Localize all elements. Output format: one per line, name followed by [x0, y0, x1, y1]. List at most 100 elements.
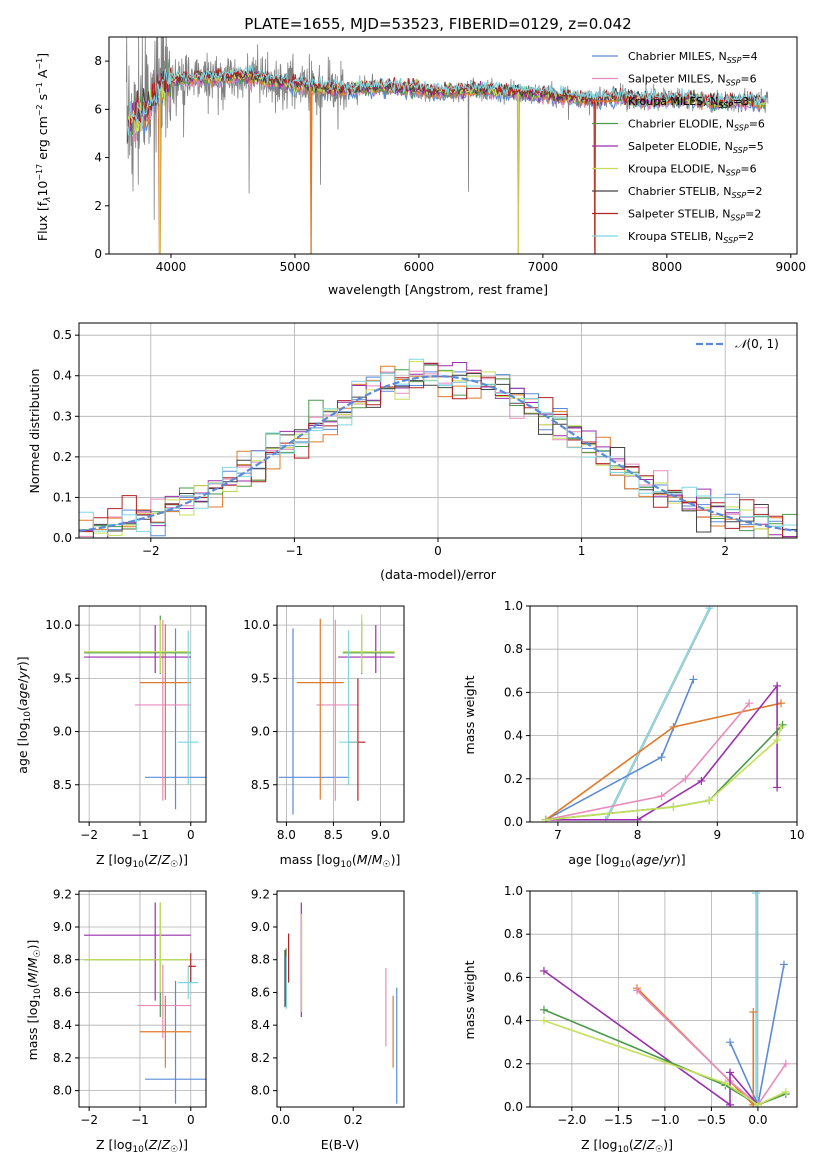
x-tick-label: −1.5	[604, 1113, 633, 1127]
y-tick-label: 8.5	[53, 778, 72, 792]
mass_vs_ebv-frame	[276, 890, 405, 1108]
errorbar-point	[342, 620, 395, 675]
age_vs_mass-frame	[276, 605, 405, 823]
y-tick-label: 9.5	[53, 671, 72, 685]
weight_vs_Z-plot-area	[539, 891, 790, 1107]
y-tick-label: 8.4	[53, 1018, 72, 1032]
legend-entry: Kroupa MILES, NSSP=3	[628, 95, 749, 110]
mZ-ylabel: mass [log10(M/M☉)]	[25, 940, 43, 1061]
errorbar-point	[339, 630, 358, 785]
mass-weight-marker	[773, 735, 782, 744]
x-tick-label: −1	[286, 544, 304, 558]
mass-weight-line	[636, 989, 787, 1106]
y-tick-label: 0.1	[53, 490, 72, 504]
y-tick-label: 8.8	[251, 953, 270, 967]
y-tick-label: 8.2	[251, 1051, 270, 1065]
errorbar-point	[84, 615, 191, 675]
errorbar-point	[316, 619, 359, 801]
mass-weight-marker	[705, 796, 714, 805]
x-tick-label: 7000	[528, 260, 559, 274]
mass_vs_Z-grid	[79, 891, 206, 1107]
histogram-xlabel: (data-model)/error	[380, 567, 497, 582]
weight_vs_Z-frame	[529, 890, 798, 1108]
errorbar-point	[84, 625, 191, 674]
x-tick-label: 8.5	[324, 828, 343, 842]
x-tick-label: −2	[142, 544, 160, 558]
y-tick-label: 2	[94, 199, 102, 213]
y-tick-label: 4	[94, 151, 102, 165]
residual-histogram-step	[79, 358, 797, 538]
mass-weight-marker	[705, 606, 714, 613]
spectrum-panel: 4000 5000 6000 7000 8000 9000 0 2 4 6 8	[94, 36, 806, 274]
x-tick-label: 0.2	[344, 1113, 363, 1127]
mass-weight-marker	[541, 815, 550, 822]
mass_vs_Z-plot-area	[84, 902, 206, 1104]
mass_vs_Z-frame	[78, 890, 207, 1108]
spectrum-frame	[108, 36, 798, 255]
x-tick-label: −2.0	[557, 1113, 586, 1127]
x-tick-label: 0	[187, 828, 195, 842]
mass-weight-marker	[721, 1079, 730, 1088]
mass-weight-marker	[657, 753, 666, 762]
y-tick-label: 8.0	[251, 1084, 270, 1098]
legend-entry: Chabrier ELODIE, NSSP=6	[628, 118, 765, 133]
figure-title: PLATE=1655, MJD=53523, FIBERID=0129, z=0…	[244, 15, 631, 33]
y-tick-label: 0.4	[53, 369, 72, 383]
mass-weight-marker	[669, 802, 678, 811]
errorbar-point	[84, 619, 191, 674]
errorbar-point	[348, 678, 366, 801]
x-tick-label: 6000	[404, 260, 435, 274]
x-tick-label: 10	[789, 828, 804, 842]
ageZ-xlabel: Z [log10(Z/Z☉)]	[96, 852, 188, 870]
y-tick-label: 9.0	[53, 725, 72, 739]
mass-weight-marker	[632, 986, 641, 995]
weight_vs_age-grid	[530, 605, 798, 823]
y-tick-label: 0.2	[504, 1057, 523, 1071]
x-tick-label: 0.0	[748, 1113, 767, 1127]
wAge-xlabel: age [log10(age/yr)]	[568, 852, 685, 870]
spectrum-legend: Chabrier MILES, NSSP=4 Salpeter MILES, NS…	[592, 50, 765, 245]
mass-weight-marker	[773, 783, 782, 792]
x-tick-label: 4000	[156, 260, 187, 274]
age_vs_Z-plot-area	[84, 615, 206, 810]
wZ-xlabel: Z [log10(Z/Z☉)]	[581, 1137, 673, 1155]
histogram-legend-label: 𝒩(0, 1)	[735, 337, 779, 351]
mass-weight-line	[545, 726, 782, 821]
errorbar-point	[338, 625, 395, 674]
legend-entry: Kroupa STELIB, NSSP=2	[628, 230, 754, 245]
y-tick-label: 10.0	[45, 618, 72, 632]
mass-weight-marker	[726, 1068, 735, 1077]
residual-histogram-panel: −2 −1 0 1 2 0.0 0.1 0.2 0.3 0.4 0.5	[53, 322, 798, 558]
mass-weight-line	[543, 1009, 787, 1106]
mass-weight-line	[604, 607, 711, 821]
errorbar-point	[145, 628, 206, 810]
y-tick-label: 8.0	[53, 1084, 72, 1098]
mass-weight-marker	[781, 1087, 790, 1096]
x-tick-label: 0.0	[271, 1113, 290, 1127]
x-tick-label: 0	[434, 544, 442, 558]
mass-weight-marker	[539, 1005, 548, 1014]
mass-weight-marker	[773, 681, 782, 690]
mass-weight-marker	[745, 699, 754, 708]
mass-weight-marker	[726, 1038, 735, 1047]
y-tick-label: 8	[94, 54, 102, 68]
y-tick-label: 0.0	[504, 1100, 523, 1114]
y-tick-label: 9.0	[251, 725, 270, 739]
errorbar-point	[137, 964, 191, 1039]
errorbar-point	[84, 902, 191, 993]
y-tick-label: 9.2	[251, 887, 270, 901]
x-tick-label: 0	[187, 1113, 195, 1127]
x-tick-label: 7	[554, 828, 562, 842]
histogram-ylabel: Normed distribution	[27, 369, 42, 494]
y-tick-label: 8.4	[251, 1018, 270, 1032]
ageZ-ylabel: age [log10(age/yr)]	[15, 656, 33, 773]
mass-weight-line	[729, 964, 785, 1107]
y-tick-label: 10.0	[243, 618, 270, 632]
legend-entry: Kroupa ELODIE, NSSP=6	[628, 163, 757, 178]
age-vs-metallicity-panel: −2 −1 0 8.5 9.0 9.5 10.0	[45, 605, 207, 842]
mass-weight-marker	[689, 675, 698, 684]
y-tick-label: 0.2	[53, 450, 72, 464]
y-tick-label: 0.6	[504, 685, 523, 699]
residuals-plot-area	[79, 358, 797, 538]
